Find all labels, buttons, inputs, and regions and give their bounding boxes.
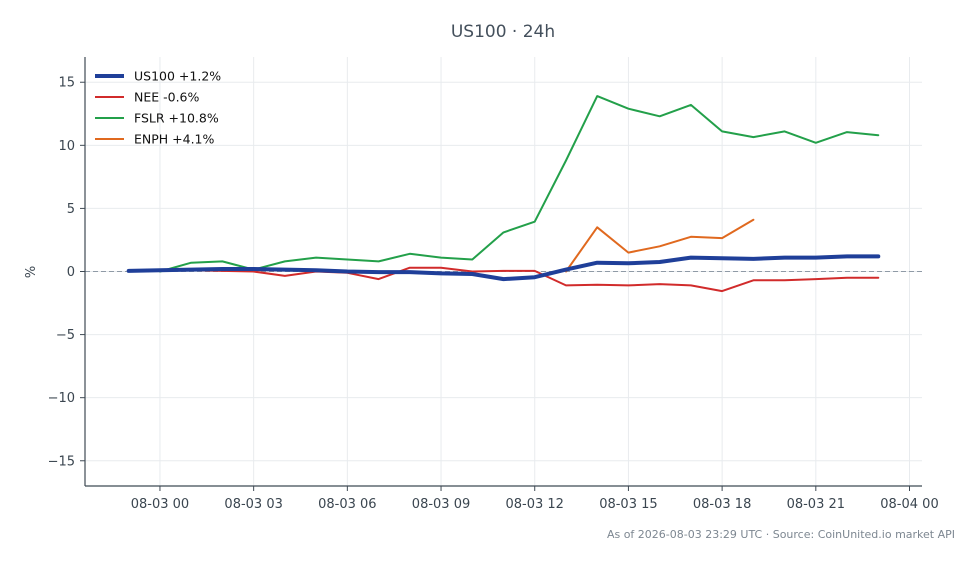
x-axis-ticks: 08-03 00 08-03 03 08-03 06 08-03 09 08-03 12…: [131, 486, 939, 512]
x-tick-label: 08-03 18: [693, 497, 751, 512]
y-tick-label: 15: [58, 76, 75, 91]
legend-label: ENPH +4.1%: [134, 132, 215, 147]
legend-label: FSLR +10.8%: [134, 111, 219, 126]
legend-label: US100 +1.2%: [134, 69, 221, 84]
x-tick-label: 08-03 09: [412, 497, 470, 512]
y-tick-label: 0: [67, 265, 75, 280]
chart-title: US100 · 24h: [451, 22, 555, 42]
y-tick-label: −15: [48, 454, 75, 469]
x-tick-label: 08-03 06: [318, 497, 376, 512]
gridlines: [85, 57, 922, 486]
legend-label: NEE -0.6%: [134, 90, 200, 105]
x-tick-label: 08-03 21: [787, 497, 845, 512]
y-tick-label: 5: [67, 202, 75, 217]
x-tick-label: 08-03 00: [131, 497, 189, 512]
source-footer: As of 2026-08-03 23:29 UTC · Source: Coi…: [607, 528, 955, 541]
series-line-fslr: [159, 95, 880, 273]
x-tick-label: 08-04 00: [880, 497, 938, 512]
x-tick-label: 08-03 12: [506, 497, 564, 512]
y-axis-ticks: −15 −10 −5 0 5 10 15: [48, 76, 85, 469]
series-line-enph: [565, 218, 755, 273]
y-tick-label: 10: [58, 139, 75, 154]
x-tick-label: 08-03 15: [599, 497, 657, 512]
series-lines: [126, 95, 881, 293]
x-tick-label: 08-03 03: [224, 497, 282, 512]
series-line-us100: [126, 254, 881, 282]
y-axis-label: %: [24, 266, 39, 278]
y-tick-label: −5: [56, 328, 75, 343]
series-line-nee: [159, 266, 880, 293]
y-tick-label: −10: [48, 391, 75, 406]
legend: US100 +1.2% NEE -0.6% FSLR +10.8% ENPH +4.1…: [95, 69, 221, 147]
